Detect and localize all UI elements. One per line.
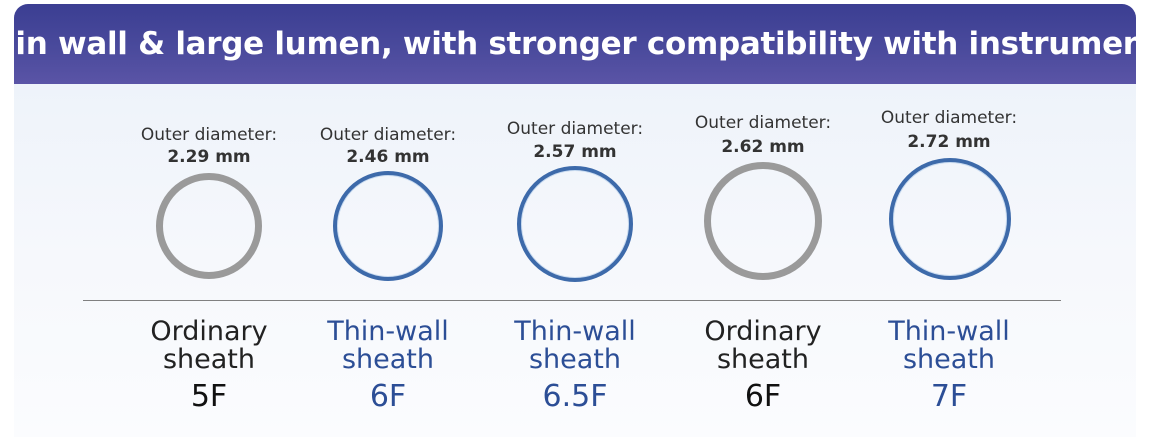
sheath-size: 5F: [190, 379, 228, 414]
ordinary-sheath-ring-icon: [704, 162, 822, 280]
thin-wall-sheath-ring-icon: [333, 171, 443, 281]
outer-diameter-value: 2.72 mm: [907, 132, 991, 152]
sheath-type-line2: sheath: [528, 344, 622, 375]
outer-diameter-value: 2.62 mm: [721, 137, 805, 157]
sheath-type-line2: sheath: [341, 344, 435, 375]
title-banner: Thin wall & large lumen, with stronger c…: [0, 4, 1155, 84]
ordinary-sheath-ring-icon: [156, 173, 262, 279]
sheath-size: 6F: [744, 379, 782, 414]
outer-diameter-value: 2.29 mm: [167, 147, 251, 167]
sheath-type-line2: sheath: [716, 344, 810, 375]
sheath-type-line1: Thin-wall: [888, 316, 1010, 347]
outer-diameter-label: Outer diameter:: [506, 119, 644, 139]
page-title: Thin wall & large lumen, with stronger c…: [0, 26, 1155, 62]
thin-wall-sheath-ring-icon: [517, 166, 633, 282]
sheath-type-line1: Ordinary: [704, 316, 822, 347]
sheath-type-line1: Thin-wall: [514, 316, 636, 347]
sheath-type-line1: Thin-wall: [327, 316, 449, 347]
sheath-size: 6F: [369, 379, 407, 414]
outer-diameter-value: 2.46 mm: [346, 147, 430, 167]
divider-line: [83, 300, 1061, 301]
sheath-size: 7F: [930, 379, 968, 414]
outer-diameter-label: Outer diameter:: [319, 125, 457, 145]
sheath-type-line1: Ordinary: [150, 316, 268, 347]
thin-wall-sheath-ring-icon: [889, 158, 1011, 280]
sheath-type-line2: sheath: [902, 344, 996, 375]
sheath-size: 6.5F: [542, 379, 608, 414]
outer-diameter-value: 2.57 mm: [533, 142, 617, 162]
outer-diameter-label: Outer diameter:: [140, 125, 278, 145]
outer-diameter-label: Outer diameter:: [880, 108, 1018, 128]
outer-diameter-label: Outer diameter:: [694, 113, 832, 133]
sheath-type-line2: sheath: [162, 344, 256, 375]
